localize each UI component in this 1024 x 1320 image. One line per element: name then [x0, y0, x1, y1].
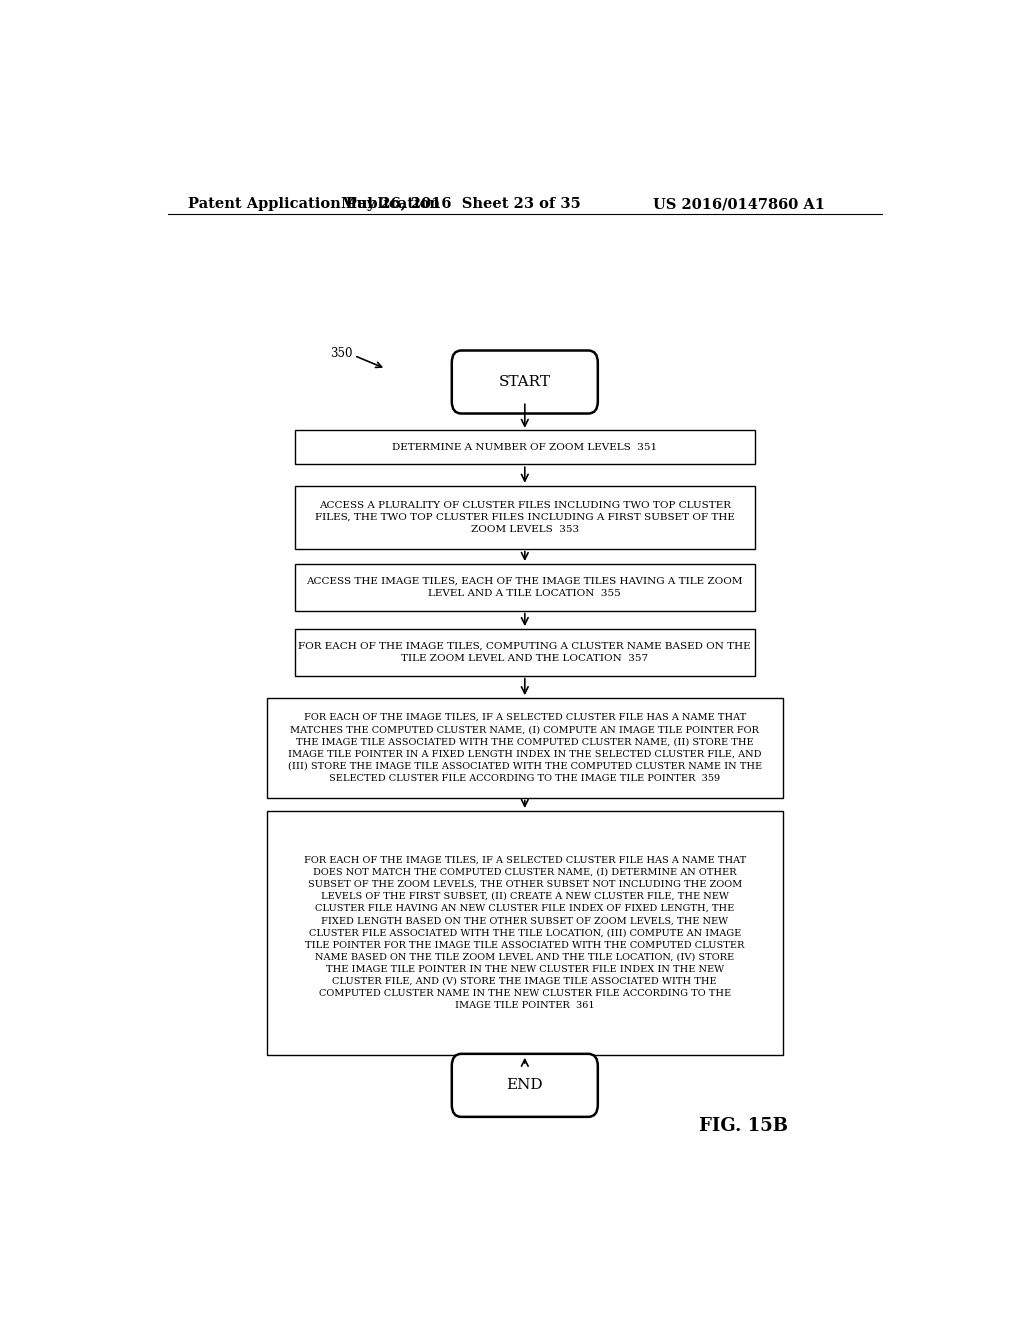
FancyBboxPatch shape [452, 351, 598, 413]
Text: FIG. 15B: FIG. 15B [699, 1117, 788, 1135]
Text: May 26, 2016  Sheet 23 of 35: May 26, 2016 Sheet 23 of 35 [341, 197, 582, 211]
Text: US 2016/0147860 A1: US 2016/0147860 A1 [653, 197, 825, 211]
FancyBboxPatch shape [267, 810, 782, 1055]
Text: FOR EACH OF THE IMAGE TILES, COMPUTING A CLUSTER NAME BASED ON THE
TILE ZOOM LEV: FOR EACH OF THE IMAGE TILES, COMPUTING A… [298, 642, 752, 663]
FancyBboxPatch shape [295, 564, 755, 611]
Text: FOR EACH OF THE IMAGE TILES, IF A SELECTED CLUSTER FILE HAS A NAME THAT
DOES NOT: FOR EACH OF THE IMAGE TILES, IF A SELECT… [304, 855, 745, 1010]
Text: END: END [507, 1078, 543, 1093]
Text: START: START [499, 375, 551, 389]
FancyBboxPatch shape [295, 630, 755, 676]
Text: 350: 350 [331, 347, 353, 360]
FancyBboxPatch shape [267, 698, 782, 797]
Text: ACCESS THE IMAGE TILES, EACH OF THE IMAGE TILES HAVING A TILE ZOOM
LEVEL AND A T: ACCESS THE IMAGE TILES, EACH OF THE IMAG… [306, 577, 743, 598]
Text: FOR EACH OF THE IMAGE TILES, IF A SELECTED CLUSTER FILE HAS A NAME THAT
MATCHES : FOR EACH OF THE IMAGE TILES, IF A SELECT… [288, 713, 762, 783]
Text: Patent Application Publication: Patent Application Publication [187, 197, 439, 211]
Text: ACCESS A PLURALITY OF CLUSTER FILES INCLUDING TWO TOP CLUSTER
FILES, THE TWO TOP: ACCESS A PLURALITY OF CLUSTER FILES INCL… [314, 500, 735, 533]
FancyBboxPatch shape [452, 1053, 598, 1117]
Text: DETERMINE A NUMBER OF ZOOM LEVELS  351: DETERMINE A NUMBER OF ZOOM LEVELS 351 [392, 442, 657, 451]
FancyBboxPatch shape [295, 430, 755, 463]
FancyBboxPatch shape [295, 486, 755, 549]
